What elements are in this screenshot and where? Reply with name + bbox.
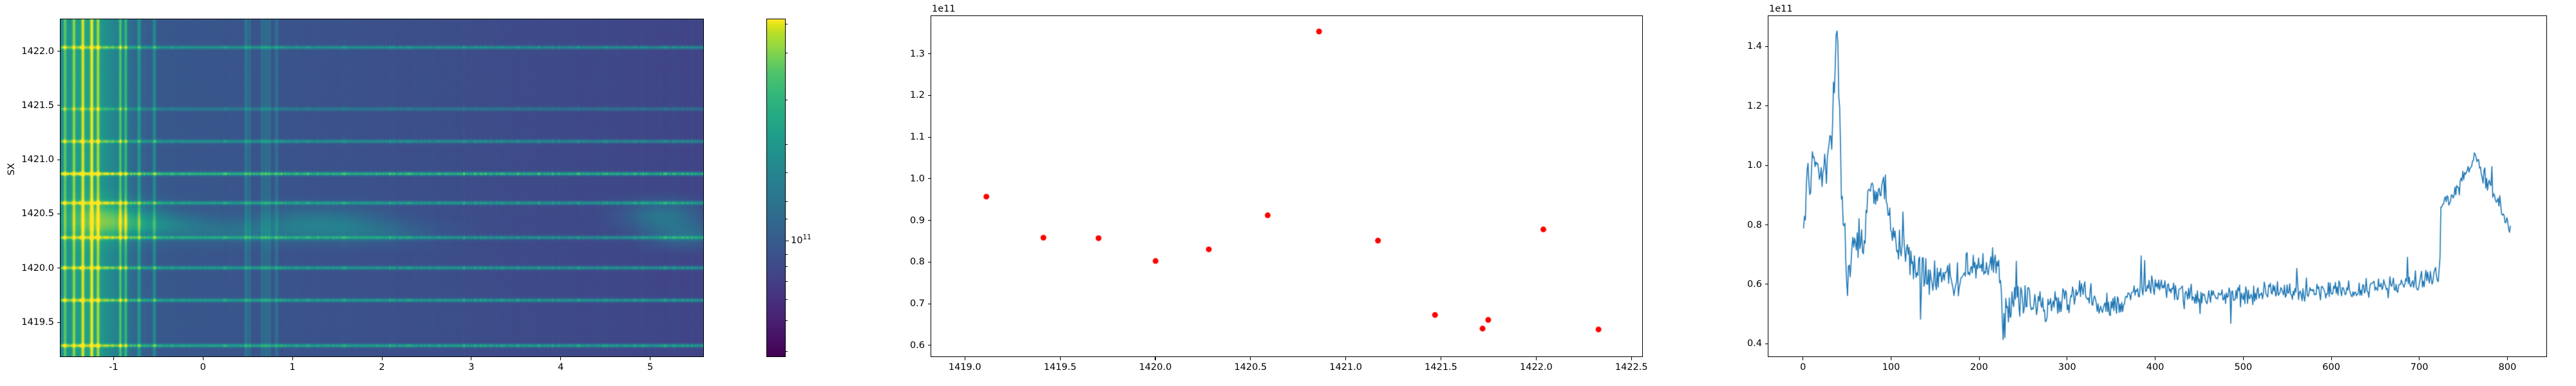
colorbar-label-base: 10 [791, 235, 803, 246]
y-tick-label: 0.7 [909, 299, 925, 309]
panel-heatmap: -1 0 1 2 3 4 5 1419.5 1420.0 1420.5 1421.0 1421.5 14… [0, 0, 863, 386]
colorbar-gradient [766, 19, 786, 357]
x-tick-label: 500 [2234, 362, 2253, 372]
x-tick-label: 300 [2058, 362, 2076, 372]
x-tickmark [2506, 357, 2508, 360]
x-tickmark [1631, 357, 1632, 360]
y-tick-label: 1421.5 [21, 100, 54, 111]
x-tickmark [381, 357, 383, 360]
x-tickmark [2419, 357, 2420, 360]
timeseries-axes[interactable] [1768, 15, 2547, 357]
y-tick-label: 1.1 [909, 132, 925, 143]
y-tick-label: 0.8 [1747, 219, 1762, 230]
x-tick-label: 1422.0 [1520, 362, 1553, 372]
x-tickmark [292, 357, 293, 360]
heatmap-image [61, 19, 703, 356]
x-tick-label: 1421.0 [1329, 362, 1363, 372]
colorbar-minor-tickmark [786, 266, 788, 268]
x-tick-label: 200 [1970, 362, 1988, 372]
y-tickmark [927, 53, 931, 55]
x-tickmark [1535, 357, 1537, 360]
y-tick-label: 1.0 [909, 173, 925, 184]
x-tick-label: 1420.5 [1234, 362, 1267, 372]
y-tick-label: 0.9 [909, 215, 925, 226]
y-tick-label: 1422.0 [21, 46, 54, 57]
x-tickmark [560, 357, 562, 360]
x-tick-label: 700 [2410, 362, 2429, 372]
y-tickmark [927, 136, 931, 138]
x-tick-label: 1419.0 [948, 362, 981, 372]
x-tick-label: 3 [468, 362, 475, 372]
x-tick-label: 800 [2498, 362, 2517, 372]
colorbar-minor-tickmark [786, 320, 788, 322]
heatmap-axes[interactable] [60, 19, 704, 357]
x-tickmark [1250, 357, 1251, 360]
y-tickmark [57, 322, 60, 323]
y-tick-label: 1.2 [1747, 100, 1762, 111]
x-tick-label: 1421.5 [1425, 362, 1457, 372]
heatmap-colorbar[interactable] [766, 19, 786, 357]
x-tick-label: 0 [1800, 362, 1806, 372]
y-tick-label: 0.8 [909, 257, 925, 268]
y-tick-label: 1421.0 [21, 154, 54, 165]
y-tick-label: 1.4 [1747, 41, 1762, 52]
x-tick-label: 600 [2322, 362, 2340, 372]
x-tickmark [202, 357, 204, 360]
colorbar-label-exponent: 11 [802, 233, 811, 241]
heatmap-ylabel: SX [6, 163, 17, 176]
x-tick-label: 1420.0 [1139, 362, 1172, 372]
y-tickmark [927, 220, 931, 221]
y-tickmark [927, 178, 931, 179]
x-tick-label: 4 [558, 362, 564, 372]
y-tick-label: 1.3 [909, 48, 925, 59]
colorbar-minor-tickmark [786, 299, 788, 300]
x-tick-label: -1 [109, 362, 118, 372]
y-tickmark [927, 95, 931, 96]
x-tick-label: 2 [379, 362, 385, 372]
colorbar-minor-tickmark [786, 172, 788, 174]
y-tick-label: 1420.0 [21, 262, 54, 273]
x-tickmark [113, 357, 114, 360]
spectrum-axes[interactable] [931, 15, 1643, 357]
panel-spectrum-peaks: 1e11 1419.0 1419.5 1420.0 1420.5 1421.0 1421.… [863, 0, 1713, 386]
spectrum-line-and-markers [931, 16, 1642, 356]
x-tickmark [2331, 357, 2332, 360]
timeseries-line [1768, 16, 2546, 356]
y-tick-label: 0.4 [1747, 338, 1762, 349]
x-tickmark [1059, 357, 1061, 360]
y-tick-label: 0.6 [909, 340, 925, 351]
y-tickmark [1765, 165, 1768, 166]
x-tick-label: 400 [2146, 362, 2164, 372]
x-tick-label: 5 [647, 362, 654, 372]
y-tick-label: 1.0 [1747, 160, 1762, 171]
x-tickmark [1345, 357, 1347, 360]
y-tick-label: 1419.5 [21, 317, 54, 328]
colorbar-minor-tickmark [786, 253, 788, 255]
colorbar-tick-label: 1011 [791, 233, 811, 246]
colorbar-minor-tickmark [786, 280, 788, 282]
colorbar-minor-tickmark [786, 351, 788, 352]
y-tickmark [1765, 46, 1768, 48]
colorbar-minor-tickmark [786, 201, 788, 203]
y-tick-label: 1.2 [909, 90, 925, 101]
y-tick-label: 1420.5 [21, 208, 54, 219]
spectrum-y-offset-text: 1e11 [932, 4, 956, 14]
y-tickmark [57, 105, 60, 106]
x-tick-label: 1 [289, 362, 296, 372]
panel-timeseries: 1e11 0 100 200 300 400 500 600 700 800 0.4 0.6 0.8 1… [1713, 0, 2576, 386]
x-tick-label: 1422.5 [1615, 362, 1648, 372]
colorbar-minor-tickmark [786, 143, 788, 145]
x-tickmark [1978, 357, 1980, 360]
x-tick-label: 100 [1882, 362, 1900, 372]
x-tick-label: 0 [200, 362, 206, 372]
x-tick-label: 1419.5 [1043, 362, 1077, 372]
y-tick-label: 0.6 [1747, 279, 1762, 290]
x-tickmark [2242, 357, 2244, 360]
timeseries-y-offset-text: 1e11 [1769, 4, 1793, 14]
